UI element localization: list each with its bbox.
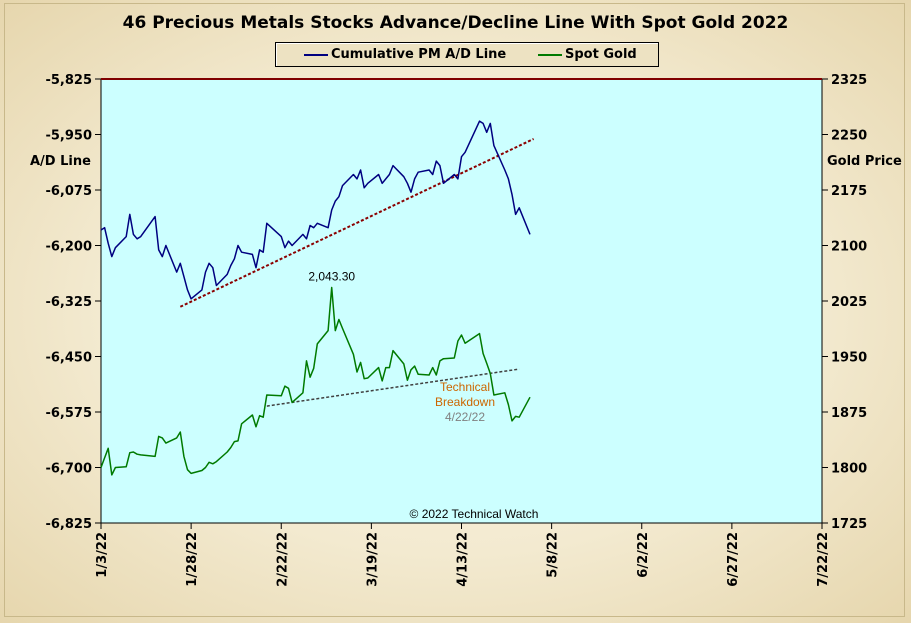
- peak-value-label: 2,043.30: [308, 269, 355, 283]
- y-axis-right-title: Gold Price: [827, 154, 902, 169]
- y-right-tick-label: 2325: [831, 73, 867, 88]
- breakdown-label-line1: Technical: [440, 380, 490, 394]
- y-left-tick-label: -6,200: [45, 240, 92, 255]
- y-left-tick-label: -6,700: [45, 462, 92, 477]
- y-right-tick-label: 2025: [831, 295, 867, 310]
- breakdown-date-label: 4/22/22: [445, 410, 485, 424]
- ad-line-trend-line: [179, 138, 535, 308]
- x-tick-label: 1/3/22: [95, 532, 110, 578]
- gold-trend-line: [266, 368, 520, 407]
- y-axis-left-title: A/D Line: [30, 154, 91, 169]
- legend-swatch-gold: [538, 53, 562, 56]
- chart-title: 46 Precious Metals Stocks Advance/Declin…: [122, 13, 789, 33]
- plot-area: [100, 78, 823, 524]
- breakdown-label-line2: Breakdown: [435, 395, 495, 409]
- ad-line-series: [100, 120, 531, 300]
- y-left-tick-label: -6,325: [45, 295, 92, 310]
- legend-item-gold: Spot Gold: [538, 47, 637, 62]
- legend-item-ad-line: Cumulative PM A/D Line: [304, 47, 506, 62]
- y-left-tick-label: -6,575: [45, 406, 92, 421]
- x-tick-label: 2/22/22: [275, 532, 290, 587]
- y-left-tick-label: -5,950: [45, 129, 92, 144]
- x-tick-label: 4/13/22: [456, 532, 471, 587]
- y-right-tick-label: 1800: [831, 462, 867, 477]
- x-tick-label: 6/27/22: [726, 532, 741, 587]
- x-tick-label: 5/8/22: [546, 532, 561, 578]
- legend-label-gold: Spot Gold: [565, 47, 637, 62]
- y-left-tick-label: -6,450: [45, 351, 92, 366]
- y-right-tick-label: 2250: [831, 129, 867, 144]
- chart-frame: [4, 3, 905, 617]
- x-tick-label: 1/28/22: [185, 532, 200, 587]
- y-left-tick-label: -5,825: [45, 73, 92, 88]
- y-right-tick-label: 1725: [831, 517, 867, 532]
- copyright-label: © 2022 Technical Watch: [410, 507, 539, 521]
- x-tick-label: 6/2/22: [636, 532, 651, 578]
- legend-swatch-ad-line: [304, 53, 328, 56]
- y-right-tick-label: 1950: [831, 351, 867, 366]
- gold-series: [100, 286, 531, 476]
- y-right-tick-label: 2175: [831, 184, 867, 199]
- y-left-tick-label: -6,075: [45, 184, 92, 199]
- x-tick-label: 7/22/22: [816, 532, 831, 587]
- y-right-tick-label: 2100: [831, 240, 867, 255]
- y-right-tick-label: 1875: [831, 406, 867, 421]
- legend-label-ad-line: Cumulative PM A/D Line: [331, 47, 507, 62]
- x-tick-label: 3/19/22: [365, 532, 380, 587]
- legend: Cumulative PM A/D Line Spot Gold: [275, 42, 659, 67]
- y-left-tick-label: -6,825: [45, 517, 92, 532]
